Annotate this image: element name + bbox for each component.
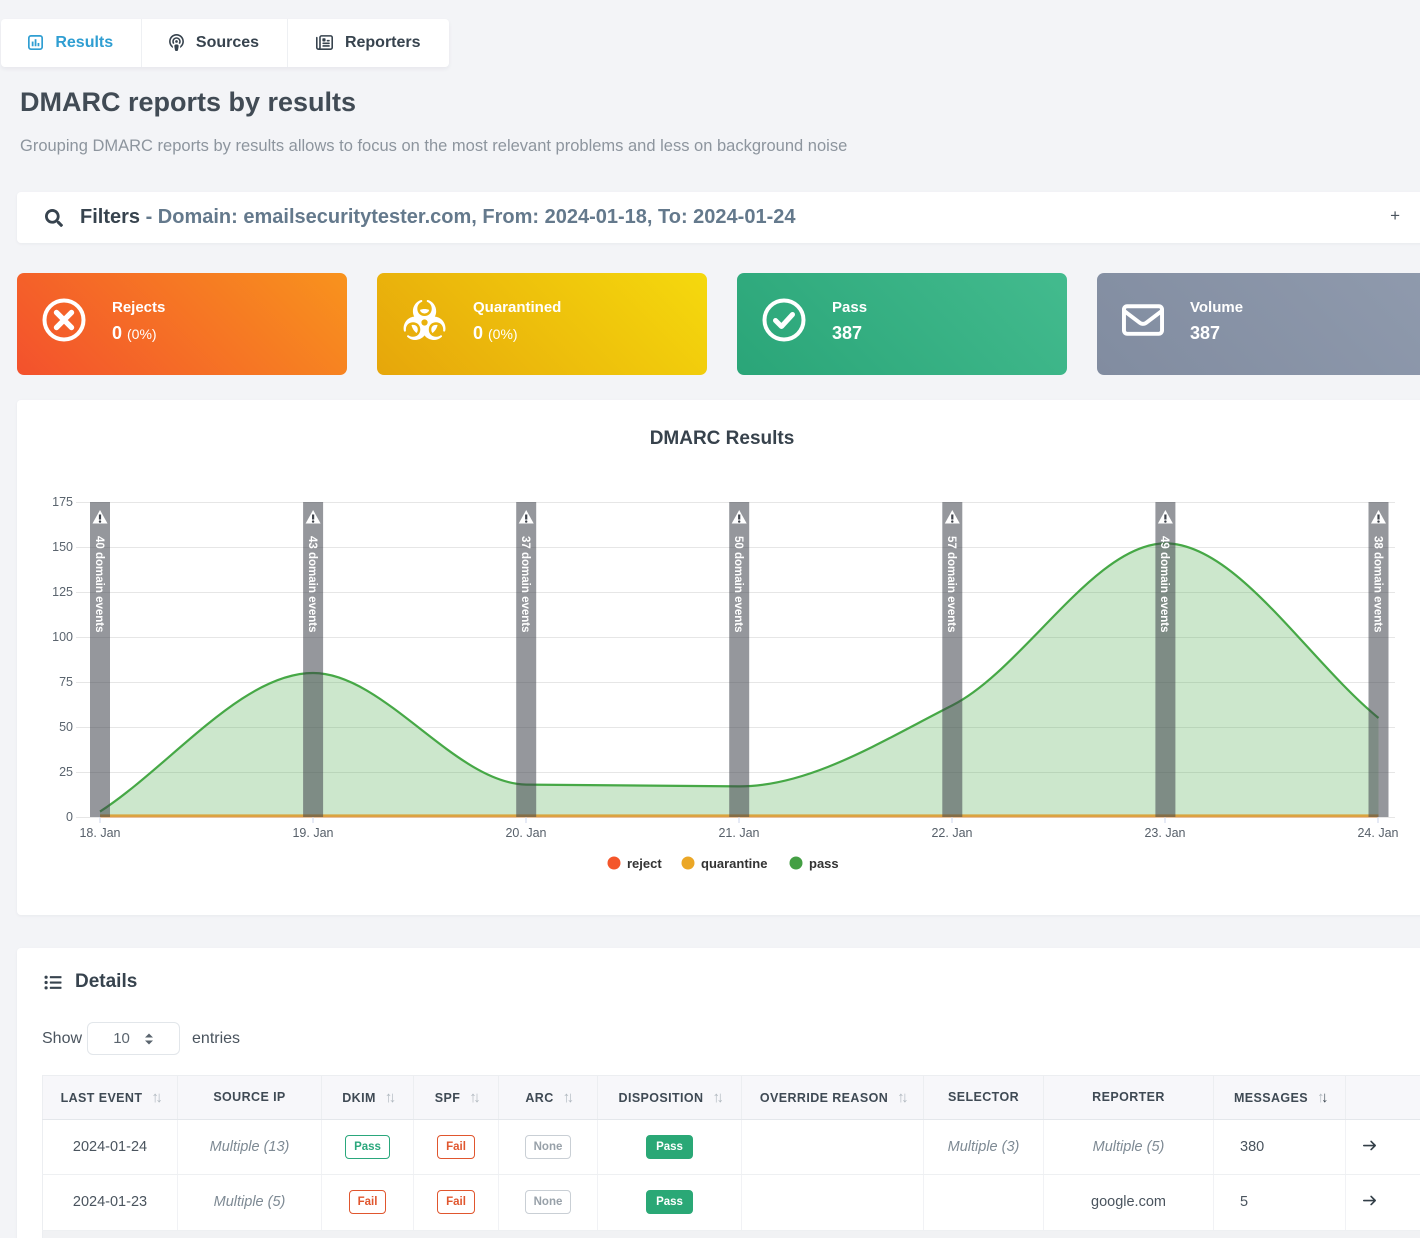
svg-text:22. Jan: 22. Jan [931, 826, 972, 840]
svg-text:21. Jan: 21. Jan [718, 826, 759, 840]
svg-text:150: 150 [52, 540, 73, 554]
svg-text:125: 125 [52, 585, 73, 599]
svg-text:20. Jan: 20. Jan [505, 826, 546, 840]
svg-text:23. Jan: 23. Jan [1144, 826, 1185, 840]
svg-text:50: 50 [59, 720, 73, 734]
svg-text:50 domain events: 50 domain events [732, 536, 744, 633]
svg-text:40 domain events: 40 domain events [93, 536, 105, 633]
svg-text:75: 75 [59, 675, 73, 689]
svg-text:175: 175 [52, 495, 73, 509]
svg-text:0: 0 [66, 810, 73, 824]
svg-text:57 domain events: 57 domain events [945, 536, 957, 633]
svg-text:49 domain events: 49 domain events [1158, 536, 1170, 633]
svg-text:reject: reject [627, 856, 662, 871]
svg-text:100: 100 [52, 630, 73, 644]
svg-text:DMARC Results: DMARC Results [650, 428, 795, 449]
svg-text:pass: pass [809, 856, 839, 871]
svg-text:24. Jan: 24. Jan [1357, 826, 1398, 840]
svg-text:38 domain events: 38 domain events [1371, 536, 1383, 633]
svg-text:37 domain events: 37 domain events [519, 536, 531, 633]
svg-text:18. Jan: 18. Jan [79, 826, 120, 840]
svg-text:43 domain events: 43 domain events [306, 536, 318, 633]
svg-text:25: 25 [59, 765, 73, 779]
svg-text:quarantine: quarantine [701, 856, 767, 871]
svg-text:19. Jan: 19. Jan [292, 826, 333, 840]
